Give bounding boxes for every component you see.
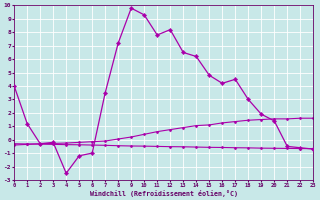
- X-axis label: Windchill (Refroidissement éolien,°C): Windchill (Refroidissement éolien,°C): [90, 190, 238, 197]
